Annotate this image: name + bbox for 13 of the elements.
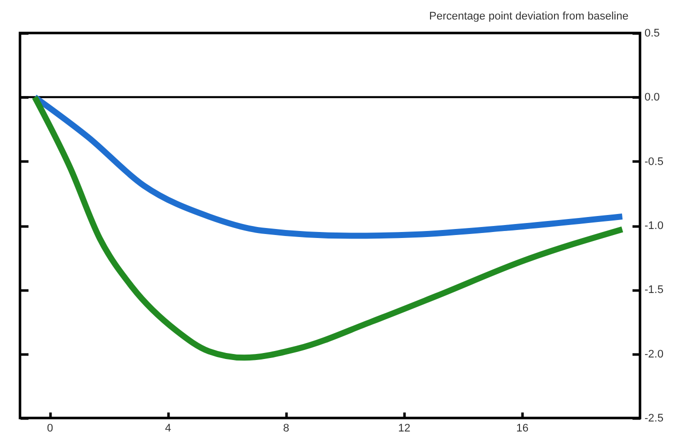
y-tick-label: -1.5 xyxy=(644,284,664,296)
y-tick-label: -0.5 xyxy=(644,156,664,168)
y-tick-label: -1.0 xyxy=(644,220,664,232)
y-tick-label: -2.5 xyxy=(644,412,664,424)
x-tick-label: 4 xyxy=(165,422,172,434)
y-tick-label: 0.5 xyxy=(644,28,660,40)
x-tick-label: 8 xyxy=(283,422,290,434)
y-tick-label: -2.0 xyxy=(644,348,664,360)
y-axis-title: Percentage point deviation from baseline xyxy=(429,10,628,22)
x-tick-label: 12 xyxy=(398,422,410,434)
y-tick-label: 0.0 xyxy=(644,92,660,104)
x-tick-label: 16 xyxy=(516,422,529,434)
x-tick-label: 0 xyxy=(46,422,54,434)
